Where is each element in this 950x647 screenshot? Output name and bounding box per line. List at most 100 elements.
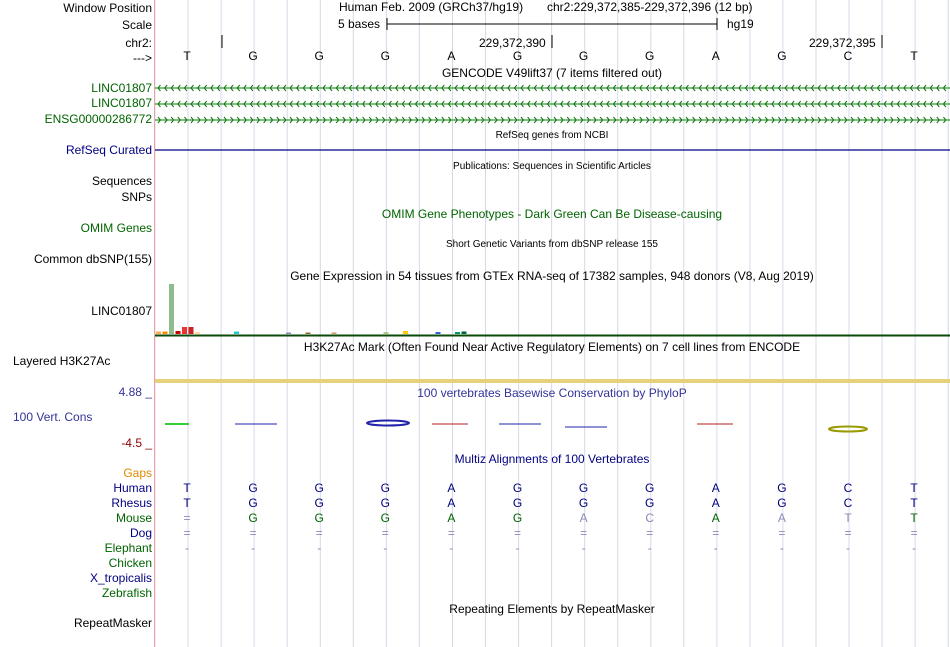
gene-strand-chevrons xyxy=(157,84,947,92)
alignment-base: - xyxy=(317,541,322,555)
alignment-base: - xyxy=(581,541,586,555)
alignment-base: A xyxy=(711,496,720,510)
species-label-mouse[interactable]: Mouse xyxy=(115,511,152,525)
sequences-label[interactable]: Sequences xyxy=(91,174,152,188)
species-label-chicken[interactable]: Chicken xyxy=(108,556,152,570)
species-label-elephant[interactable]: Elephant xyxy=(104,541,152,555)
conservation-min-label: -4.5 _ xyxy=(121,436,152,450)
alignment-base: - xyxy=(383,541,388,555)
alignment-base: = xyxy=(910,526,918,540)
base-letter: C xyxy=(843,49,853,63)
omim-genes-label[interactable]: OMIM Genes xyxy=(80,221,152,235)
scale-label: Scale xyxy=(121,18,152,32)
gencode-item-label-2[interactable]: LINC01807 xyxy=(91,96,152,110)
alignment-base: = xyxy=(712,526,720,540)
alignment-base: T xyxy=(910,481,918,495)
alignment-base: A xyxy=(579,511,588,525)
repeatmasker-label[interactable]: RepeatMasker xyxy=(73,616,152,630)
gtex-bar xyxy=(234,331,239,334)
alignment-base: A xyxy=(447,496,456,510)
gene-strand-chevrons xyxy=(157,116,947,124)
track-canvas[interactable] xyxy=(155,0,950,647)
alignment-base: G xyxy=(512,496,523,510)
gtex-gene-label[interactable]: LINC01807 xyxy=(91,304,152,318)
publications-track-title[interactable]: Publications: Sequences in Scientific Ar… xyxy=(453,161,651,172)
alignment-base: - xyxy=(779,541,784,555)
label-divider xyxy=(154,0,155,647)
alignment-base: T xyxy=(910,496,918,510)
repeatmasker-track-title[interactable]: Repeating Elements by RepeatMasker xyxy=(449,602,655,616)
alignment-base: C xyxy=(645,511,655,525)
alignment-base: - xyxy=(449,541,454,555)
chrom-label: chr2: xyxy=(125,36,152,50)
base-letter: A xyxy=(447,49,456,63)
dbsnp-track-title[interactable]: Short Genetic Variants from dbSNP releas… xyxy=(446,239,658,250)
gencode-item-label-3[interactable]: ENSG00000286772 xyxy=(44,112,152,126)
alignment-base: = xyxy=(183,511,191,525)
base-letter: G xyxy=(314,49,324,63)
gtex-track-title[interactable]: Gene Expression in 54 tissues from GTEx … xyxy=(290,269,814,283)
h3k27ac-track-title[interactable]: H3K27Ac Mark (Often Found Near Active Re… xyxy=(303,340,801,354)
alignment-base: A xyxy=(447,511,456,525)
alignment-base: = xyxy=(315,526,323,540)
position-text: chr2:229,372,385-229,372,396 (12 bp) xyxy=(547,0,753,14)
scale-bases-text: 5 bases xyxy=(338,17,381,31)
conservation-mark xyxy=(828,425,868,433)
gtex-bar xyxy=(461,331,467,334)
gtex-bar xyxy=(162,331,168,334)
gtex-bar xyxy=(169,284,174,334)
alignment-base: G xyxy=(777,496,787,510)
alignment-base: = xyxy=(447,526,455,540)
alignment-base: = xyxy=(844,526,852,540)
strand-arrow-label[interactable]: ---> xyxy=(133,51,152,65)
gtex-bar xyxy=(435,332,441,334)
gtex-bar xyxy=(403,331,408,334)
base-letter: G xyxy=(248,49,258,63)
base-letter: T xyxy=(910,49,918,63)
gtex-bar xyxy=(331,332,337,334)
h3k27ac-label[interactable]: Layered H3K27Ac xyxy=(13,354,111,368)
species-label-x_tropicalis[interactable]: X_tropicalis xyxy=(89,571,152,585)
alignment-base: A xyxy=(711,481,720,495)
alignment-base: A xyxy=(777,511,786,525)
gencode-track-title[interactable]: GENCODE V49lift37 (7 items filtered out) xyxy=(441,66,663,80)
snps-label[interactable]: SNPs xyxy=(121,190,152,204)
gencode-item-label-1[interactable]: LINC01807 xyxy=(91,81,152,95)
base-letter: G xyxy=(777,49,787,63)
alignment-base: = xyxy=(183,526,191,540)
species-label-zebrafish[interactable]: Zebrafish xyxy=(101,586,152,600)
species-label-human[interactable]: Human xyxy=(113,481,152,495)
gtex-bar xyxy=(188,327,194,334)
omim-track-title[interactable]: OMIM Gene Phenotypes - Dark Green Can Be… xyxy=(381,207,723,221)
base-letter: G xyxy=(380,49,390,63)
assembly-text: Human Feb. 2009 (GRCh37/hg19) xyxy=(339,0,524,14)
conservation-max-label: 4.88 _ xyxy=(118,385,152,399)
conservation-label[interactable]: 100 Vert. Cons xyxy=(13,410,93,424)
alignment-base: C xyxy=(843,481,853,495)
species-label-rhesus[interactable]: Rhesus xyxy=(111,496,152,510)
base-letter: A xyxy=(711,49,720,63)
alignment-base: C xyxy=(843,496,853,510)
alignment-base: G xyxy=(645,496,655,510)
alignment-base: G xyxy=(380,481,390,495)
multiz-track-title[interactable]: Multiz Alignments of 100 Vertebrates xyxy=(454,452,650,466)
gtex-bar xyxy=(455,332,460,334)
refseq-track-title[interactable]: RefSeq genes from NCBI xyxy=(495,130,609,141)
alignment-base: = xyxy=(778,526,786,540)
gtex-bar xyxy=(286,332,291,334)
alignment-base: G xyxy=(314,481,324,495)
alignment-base: G xyxy=(314,511,324,525)
alignment-base: G xyxy=(248,481,258,495)
gaps-label[interactable]: Gaps xyxy=(123,466,152,480)
base-letter: T xyxy=(183,49,191,63)
alignment-base: G xyxy=(512,511,523,525)
alignment-base: T xyxy=(844,511,852,525)
conservation-track-title[interactable]: 100 vertebrates Basewise Conservation by… xyxy=(417,386,687,400)
gtex-bar xyxy=(383,332,389,334)
refseq-curated-label[interactable]: RefSeq Curated xyxy=(65,143,152,157)
coord-label-2: 229,372,395 xyxy=(809,36,876,50)
alignment-base: = xyxy=(513,526,522,540)
dbsnp-label[interactable]: Common dbSNP(155) xyxy=(33,252,152,266)
species-label-dog[interactable]: Dog xyxy=(129,526,152,540)
alignment-base: A xyxy=(447,481,456,495)
